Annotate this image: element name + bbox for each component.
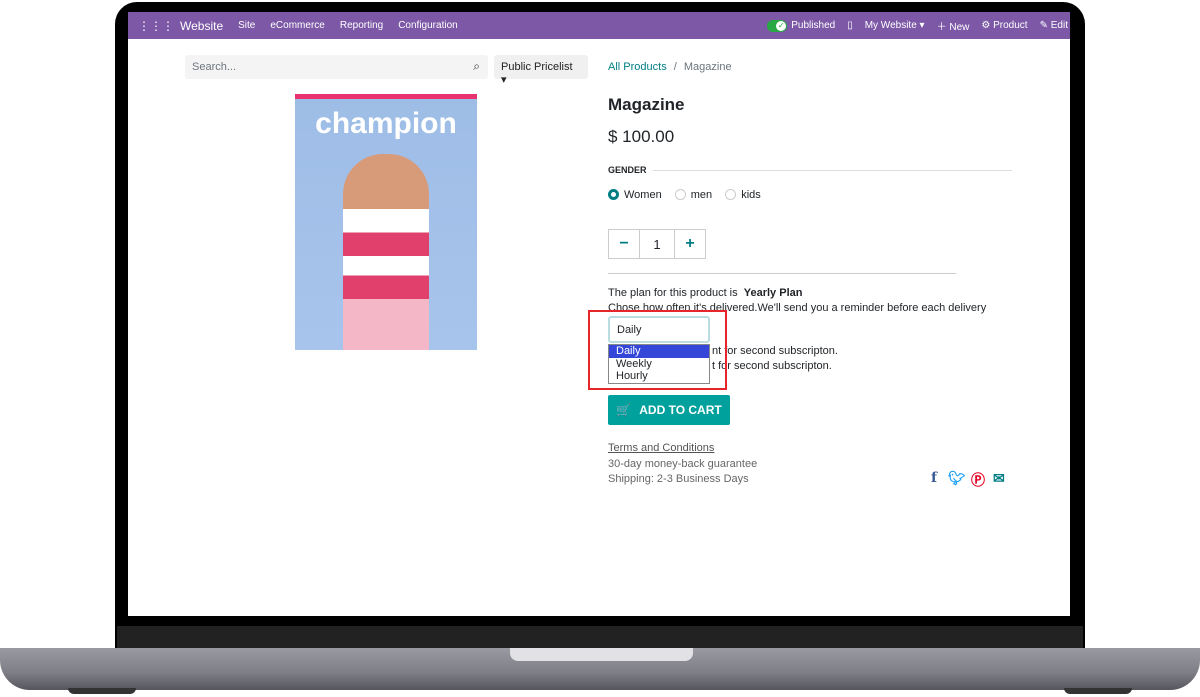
quantity-plus-button[interactable]: + <box>674 229 706 259</box>
app-name[interactable]: Website <box>180 18 224 33</box>
pricelist-dropdown[interactable]: Public Pricelist ▾ <box>494 55 588 86</box>
radio-label: men <box>690 189 713 201</box>
divider <box>608 273 956 274</box>
radio-icon <box>674 189 686 200</box>
apps-grid-icon[interactable]: ⋮⋮⋮ <box>138 18 174 33</box>
edit-button[interactable]: ✎ Edit <box>1039 20 1068 31</box>
twitter-icon[interactable]: 🐦︎ <box>948 470 966 486</box>
breadcrumb: All Products / Magazine <box>608 61 732 73</box>
menu-reporting[interactable]: Reporting <box>339 20 384 31</box>
radio-label: Women <box>624 189 662 201</box>
mobile-icon[interactable]: ▯ <box>847 20 853 31</box>
laptop-chin <box>117 626 1083 649</box>
product-price: $ 100.00 <box>608 127 675 146</box>
product-image: champion <box>295 94 477 350</box>
top-navbar: ⋮⋮⋮ Website Site eCommerce Reporting Con… <box>128 12 1070 39</box>
product-name: Magazine <box>608 95 685 114</box>
published-toggle[interactable]: Published <box>767 19 836 32</box>
radio-men[interactable]: men <box>674 189 713 201</box>
product-label: Product <box>993 20 1028 31</box>
divider <box>653 170 1012 171</box>
guarantee-text: 30-day money-back guarantee <box>608 458 758 470</box>
breadcrumb-all-products[interactable]: All Products <box>608 61 667 73</box>
quantity-input[interactable]: 1 <box>639 229 675 259</box>
highlight-box <box>588 310 727 390</box>
radio-icon-checked <box>608 189 619 200</box>
radio-icon <box>725 189 737 200</box>
screen: ⋮⋮⋮ Website Site eCommerce Reporting Con… <box>128 12 1070 616</box>
breadcrumb-separator: / <box>673 61 677 73</box>
new-label: New <box>949 22 970 33</box>
breadcrumb-current: Magazine <box>683 61 732 73</box>
option-hourly[interactable]: Hourly <box>616 370 648 382</box>
toggle-check-icon <box>767 19 788 32</box>
frequency-select-value[interactable]: Daily <box>608 316 710 343</box>
frequency-options-list: Daily Weekly Hourly <box>608 344 710 384</box>
radio-women[interactable]: Women <box>608 189 662 201</box>
discount-line-1: nt for second subscripton. <box>712 345 838 357</box>
edit-label: Edit <box>1050 20 1068 31</box>
email-icon[interactable]: ✉ <box>993 470 1005 486</box>
add-to-cart-label: ADD TO CART <box>639 403 722 417</box>
menu-site[interactable]: Site <box>238 20 256 31</box>
add-to-cart-button[interactable]: 🛒 ADD TO CART <box>608 395 730 425</box>
menu-ecommerce[interactable]: eCommerce <box>270 20 325 31</box>
pinterest-icon[interactable]: Ⓟ <box>971 472 985 488</box>
quantity-minus-button[interactable]: − <box>608 229 640 259</box>
frequency-select[interactable]: Daily Daily Weekly Hourly <box>608 316 710 384</box>
pricelist-label: Public Pricelist <box>501 61 573 73</box>
attribute-label: GENDER <box>608 165 647 175</box>
cart-icon: 🛒 <box>616 403 632 417</box>
laptop-foot <box>1064 688 1132 694</box>
menu-configuration[interactable]: Configuration <box>398 20 458 31</box>
radio-label: kids <box>741 189 761 201</box>
option-daily[interactable]: Daily <box>609 345 709 358</box>
search-input[interactable]: Search... ⌕ <box>185 55 488 79</box>
published-label: Published <box>791 20 836 31</box>
facebook-icon[interactable]: f <box>931 470 938 486</box>
shipping-text: Shipping: 2-3 Business Days <box>608 473 749 485</box>
new-button[interactable]: ＋ New <box>936 22 970 33</box>
my-website-label: My Website <box>864 20 917 31</box>
search-icon[interactable]: ⌕ <box>473 59 480 73</box>
plan-text: The plan for this product is Yearly Plan <box>608 287 802 299</box>
terms-link[interactable]: Terms and Conditions <box>608 442 715 454</box>
gender-radio-group: Women men kids <box>608 189 761 201</box>
plan-prefix: The plan for this product is <box>608 287 738 299</box>
search-placeholder: Search... <box>192 61 237 73</box>
my-website-dropdown[interactable]: My Website ▾ <box>864 20 925 31</box>
option-weekly[interactable]: Weekly <box>616 357 652 370</box>
plan-name: Yearly Plan <box>743 287 803 299</box>
magazine-cover-title: champion <box>315 107 457 140</box>
product-button[interactable]: ⚙ Product <box>981 20 1028 31</box>
radio-kids[interactable]: kids <box>725 189 761 201</box>
laptop-notch <box>510 648 693 661</box>
laptop-foot <box>68 688 136 694</box>
discount-line-2: t for second subscripton. <box>712 360 832 372</box>
